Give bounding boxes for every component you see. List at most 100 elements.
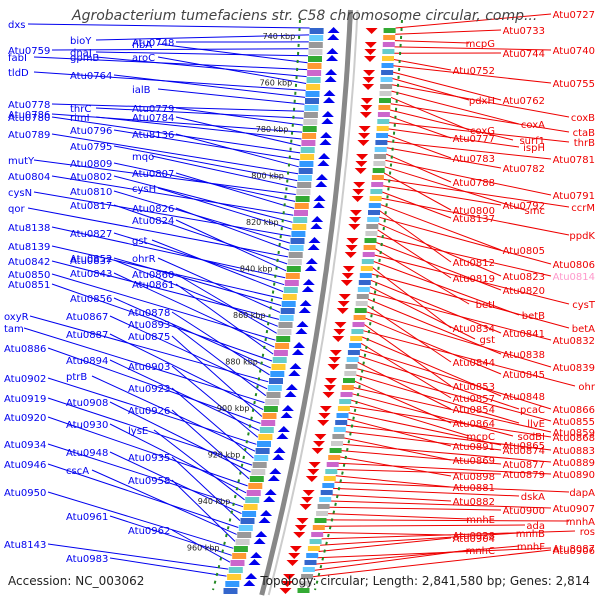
gene-label-reverse[interactable]: Atu0819 (453, 274, 495, 285)
gene-label-forward[interactable]: Atu0948 (66, 448, 108, 459)
gene-label-reverse[interactable]: sodBI (518, 432, 546, 443)
gene-label-forward[interactable]: Atu0875 (128, 332, 170, 343)
gene-label-forward[interactable]: fabI (8, 53, 27, 64)
gene-label-reverse[interactable]: coxB (571, 113, 595, 124)
gene-label-reverse[interactable]: Atu0781 (553, 155, 595, 166)
gene-label-forward[interactable]: Atu0789 (8, 130, 50, 141)
gene-label-reverse[interactable]: ppdK (569, 231, 595, 242)
gene-label-reverse[interactable]: mnhE (466, 515, 495, 526)
gene-label-forward[interactable]: Atu0950 (4, 488, 46, 499)
gene-label-forward[interactable]: cysN (8, 188, 32, 199)
gene-label-reverse[interactable]: Atu0814 (553, 272, 595, 283)
gene-label-reverse[interactable]: ccrM (571, 203, 595, 214)
gene-label-reverse[interactable]: Atu0864 (453, 419, 495, 430)
gene-label-forward[interactable]: Atu0930 (66, 420, 108, 431)
gene-label-forward[interactable]: Atu0764 (70, 71, 112, 82)
gene-label-reverse[interactable]: Atu0854 (453, 405, 495, 416)
gene-label-reverse[interactable]: Atu0740 (553, 46, 595, 57)
gene-label-forward[interactable]: Atu8136 (132, 130, 174, 141)
gene-label-forward[interactable]: Atu0983 (66, 554, 108, 565)
gene-label-reverse[interactable]: Atu8087 (553, 544, 595, 555)
gene-label-reverse[interactable]: Atu0838 (503, 350, 545, 361)
gene-label-reverse[interactable]: Atu0762 (503, 96, 545, 107)
gene-label-forward[interactable]: Atu0919 (4, 394, 46, 405)
gene-label-reverse[interactable]: Atu0744 (503, 49, 545, 60)
gene-label-forward[interactable]: Atu0926 (128, 406, 170, 417)
gene-label-forward[interactable]: Atu0958 (128, 476, 170, 487)
gene-label-forward[interactable]: gpmB (70, 53, 99, 64)
gene-label-reverse[interactable]: Atu0782 (503, 164, 545, 175)
gene-label-forward[interactable]: dnaJ (70, 48, 92, 59)
gene-label-forward[interactable]: mqo (132, 152, 154, 163)
gene-label-reverse[interactable]: mnhF (517, 542, 545, 553)
gene-label-reverse[interactable]: Atu0839 (553, 363, 595, 374)
gene-label-reverse[interactable]: Atu0883 (553, 446, 595, 457)
gene-label-reverse[interactable]: Atu0791 (553, 191, 595, 202)
gene-label-forward[interactable]: Atu0837 (70, 256, 112, 267)
gene-label-forward[interactable]: tldD (8, 68, 29, 79)
gene-label-forward[interactable]: Atu0778 (8, 100, 50, 111)
gene-label-reverse[interactable]: Atu0881 (453, 483, 495, 494)
gene-label-reverse[interactable]: Atu0820 (503, 286, 545, 297)
gene-label-forward[interactable]: Atu0780 (8, 113, 50, 124)
gene-label-reverse[interactable]: Atu0865 (503, 441, 545, 452)
gene-label-forward[interactable]: ptrB (66, 372, 87, 383)
gene-label-reverse[interactable]: Atu0900 (503, 506, 545, 517)
gene-label-forward[interactable]: qor (8, 204, 25, 215)
gene-label-forward[interactable]: Atu0860 (132, 270, 174, 281)
gene-label-forward[interactable]: cysH (132, 184, 156, 195)
gene-label-reverse[interactable]: Atu0823 (503, 272, 545, 283)
gene-label-forward[interactable]: Atu0779 (132, 104, 174, 115)
gene-label-forward[interactable]: Atu0810 (70, 187, 112, 198)
gene-label-forward[interactable]: Atu0802 (70, 172, 112, 183)
gene-label-forward[interactable]: Atu0908 (66, 398, 108, 409)
gene-label-forward[interactable]: Atu0902 (4, 374, 46, 385)
gene-label-reverse[interactable]: Atu0752 (453, 66, 495, 77)
gene-label-reverse[interactable]: Atu0891 (453, 442, 495, 453)
gene-label-reverse[interactable]: Atu0848 (503, 392, 545, 403)
gene-label-reverse[interactable]: coxA (521, 120, 545, 131)
gene-label-reverse[interactable]: ispH (523, 143, 545, 154)
gene-label-reverse[interactable]: cysT (572, 300, 596, 311)
gene-label-forward[interactable]: Atu0920 (4, 413, 46, 424)
gene-label-reverse[interactable]: Atu0879 (503, 470, 545, 481)
gene-label-reverse[interactable]: Atu0777 (453, 134, 495, 145)
gene-label-reverse[interactable]: pcaC (520, 405, 545, 416)
gene-label-forward[interactable]: Atu0962 (128, 526, 170, 537)
gene-label-forward[interactable]: Atu0893 (128, 320, 170, 331)
gene-label-forward[interactable]: Atu8138 (8, 223, 50, 234)
gene-label-reverse[interactable]: Atu0890 (553, 470, 595, 481)
gene-label-forward[interactable]: Atu0824 (132, 216, 174, 227)
gene-label-forward[interactable]: tam (4, 324, 24, 335)
gene-label-reverse[interactable]: Atu0928 (453, 531, 495, 542)
gene-label-forward[interactable]: Atu0807 (132, 169, 174, 180)
gene-label-reverse[interactable]: mcpC (466, 432, 495, 443)
gene-label-forward[interactable]: ohrR (132, 254, 156, 265)
gene-label-reverse[interactable]: Atu0755 (553, 79, 595, 90)
gene-label-forward[interactable]: gst (132, 236, 148, 247)
gene-label-forward[interactable]: Atu0861 (132, 280, 174, 291)
gene-label-reverse[interactable]: dapA (569, 488, 595, 499)
gene-label-forward[interactable]: Atu0809 (70, 159, 112, 170)
gene-label-reverse[interactable]: Atu0868 (553, 433, 595, 444)
gene-label-reverse[interactable]: mnhB (516, 529, 545, 540)
gene-label-reverse[interactable]: mcpG (466, 39, 495, 50)
gene-label-forward[interactable]: Atu0850 (8, 270, 50, 281)
gene-label-forward[interactable]: Atu0935 (128, 453, 170, 464)
gene-label-forward[interactable]: Atu0784 (132, 113, 174, 124)
gene-label-reverse[interactable]: Atu0792 (503, 201, 545, 212)
gene-label-reverse[interactable]: Atu0904 (453, 534, 495, 545)
gene-label-forward[interactable]: Atu8139 (8, 242, 50, 253)
gene-label-reverse[interactable]: Atu0857 (453, 394, 495, 405)
gene-label-reverse[interactable]: mnhC (466, 546, 495, 557)
gene-label-reverse[interactable]: Atu0727 (553, 10, 595, 21)
gene-label-forward[interactable]: lysE (128, 426, 148, 437)
gene-label-reverse[interactable]: Atu0869 (453, 456, 495, 467)
gene-label-forward[interactable]: dxs (8, 20, 25, 31)
gene-label-forward[interactable]: Atu0759 (8, 46, 50, 57)
gene-label-reverse[interactable]: dskA (521, 492, 545, 503)
gene-label-reverse[interactable]: Atu0853 (453, 382, 495, 393)
gene-label-reverse[interactable]: Atu0889 (553, 458, 595, 469)
gene-label-forward[interactable]: Atu0856 (70, 294, 112, 305)
gene-label-forward[interactable]: cscA (66, 466, 89, 477)
